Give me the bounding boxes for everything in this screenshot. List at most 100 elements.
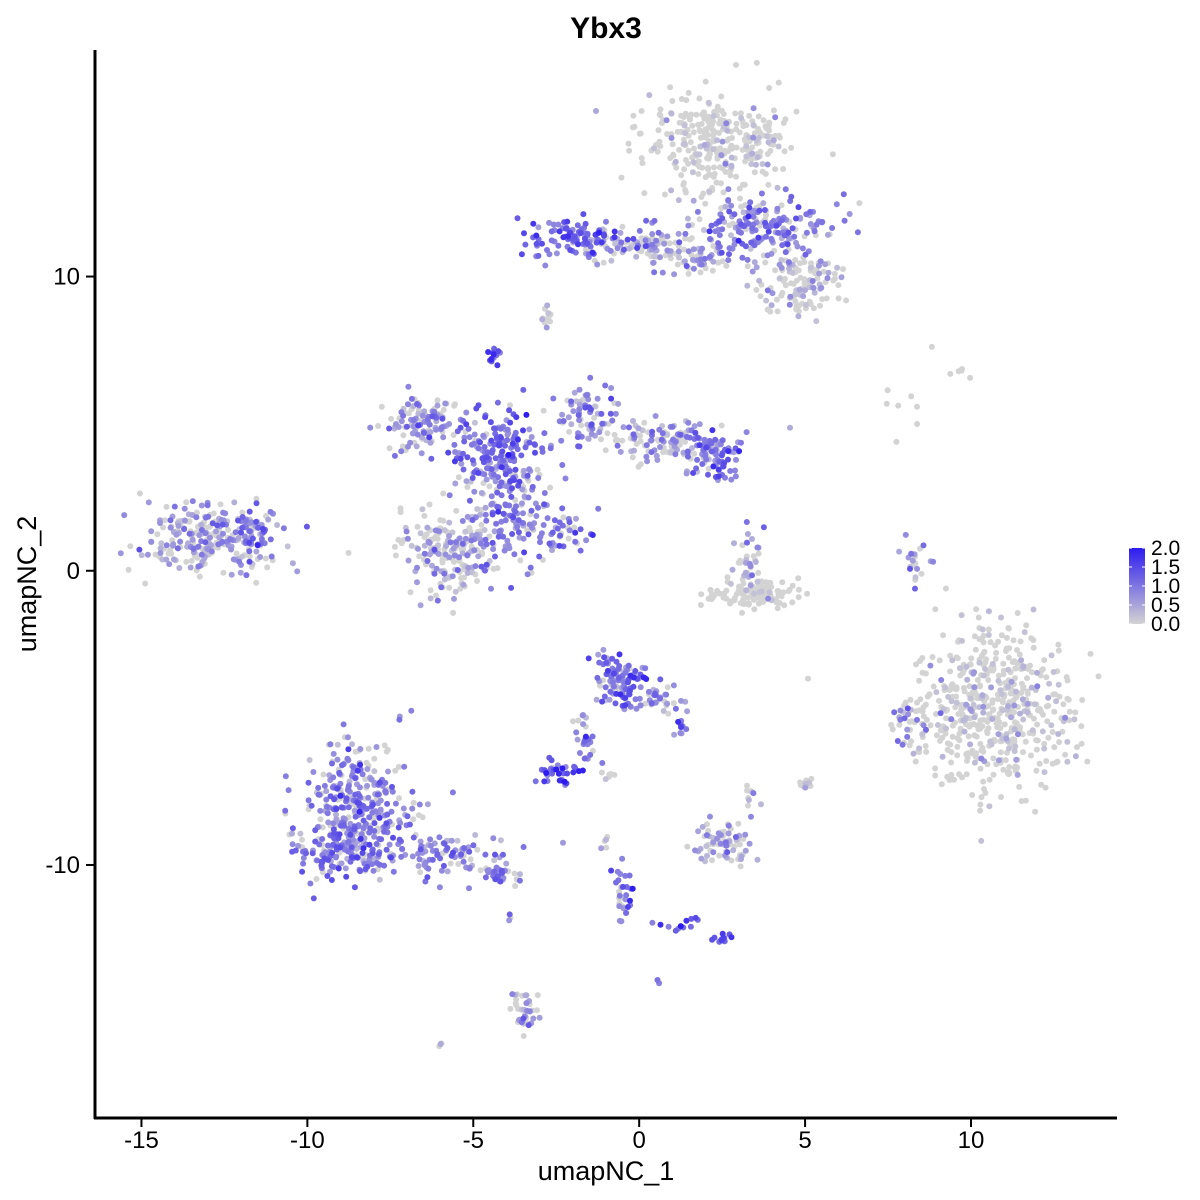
- cell-point: [922, 743, 929, 749]
- cell-point: [1034, 721, 1041, 728]
- cell-point: [195, 563, 202, 570]
- cell-point: [421, 542, 428, 549]
- cell-point: [509, 531, 516, 537]
- cell-point: [1055, 731, 1062, 737]
- cell-point: [1008, 714, 1014, 721]
- cell-point: [401, 763, 408, 770]
- cell-point: [916, 745, 923, 752]
- cell-point: [390, 834, 396, 841]
- cell-point: [347, 831, 354, 838]
- cell-point: [433, 565, 440, 572]
- cell-point: [522, 241, 529, 248]
- cell-point: [171, 503, 178, 510]
- cell-point: [543, 324, 550, 331]
- cell-point: [778, 593, 785, 600]
- cell-point: [829, 151, 836, 158]
- cell-point: [148, 538, 155, 545]
- cell-point: [731, 540, 737, 547]
- cell-point: [416, 856, 423, 863]
- cell-point: [776, 134, 783, 141]
- cell-point: [539, 316, 546, 323]
- cell-point: [618, 174, 625, 181]
- cell-point: [1011, 702, 1018, 709]
- cell-point: [158, 540, 165, 547]
- cell-point: [697, 128, 704, 135]
- cell-point: [337, 792, 344, 799]
- cell-point: [699, 245, 706, 252]
- cell-point: [927, 662, 934, 669]
- cell-point: [285, 787, 292, 794]
- cell-point: [740, 209, 747, 216]
- cell-point: [359, 850, 366, 856]
- cell-point: [608, 385, 615, 391]
- cell-point: [678, 724, 684, 731]
- cell-point: [189, 498, 196, 505]
- cell-point: [142, 580, 149, 587]
- cell-point: [1020, 716, 1027, 723]
- cell-point: [840, 266, 846, 272]
- cell-point: [696, 421, 703, 428]
- cell-point: [718, 180, 724, 187]
- cell-point: [253, 495, 260, 502]
- cell-point: [502, 502, 509, 509]
- cell-point: [631, 447, 637, 454]
- cell-point: [737, 863, 744, 870]
- cell-point: [747, 199, 754, 206]
- cell-point: [611, 228, 618, 235]
- cell-point: [758, 801, 764, 808]
- cell-point: [417, 530, 424, 537]
- cell-point: [755, 569, 762, 576]
- cell-point: [651, 253, 657, 260]
- cell-point: [745, 797, 752, 803]
- cell-point: [677, 730, 684, 736]
- cell-point: [1044, 718, 1051, 725]
- cell-point: [782, 282, 789, 289]
- cell-point: [369, 809, 376, 816]
- cell-point: [643, 217, 650, 224]
- cell-point: [1041, 769, 1048, 776]
- cell-point: [1024, 675, 1030, 682]
- cell-point: [696, 442, 703, 449]
- cell-point: [623, 909, 630, 916]
- cell-point: [599, 698, 606, 705]
- cell-point: [532, 778, 539, 785]
- cell-point: [883, 400, 890, 407]
- cell-point: [667, 449, 674, 455]
- cell-point: [728, 476, 735, 483]
- cell-point: [414, 401, 421, 407]
- cell-point: [788, 193, 795, 200]
- cell-point: [384, 800, 391, 807]
- cell-point: [173, 531, 180, 538]
- cell-point: [807, 264, 814, 271]
- cell-point: [577, 547, 584, 554]
- cell-point: [959, 774, 965, 781]
- cell-point: [707, 813, 713, 820]
- cell-point: [533, 240, 540, 247]
- cell-point: [670, 436, 676, 443]
- cell-point: [689, 169, 696, 176]
- cell-point: [547, 484, 554, 491]
- cell-point: [751, 259, 758, 266]
- cell-point: [732, 467, 738, 474]
- cell-point: [395, 824, 402, 831]
- cell-point: [514, 524, 521, 530]
- cell-point: [437, 1041, 444, 1047]
- cell-point: [391, 543, 398, 550]
- cell-point: [400, 805, 407, 812]
- cell-point: [989, 716, 996, 722]
- cell-point: [167, 524, 174, 531]
- cell-point: [786, 586, 793, 593]
- x-tick-label: -5: [463, 1127, 484, 1154]
- cell-point: [468, 441, 475, 448]
- cell-point: [218, 516, 225, 523]
- cell-point: [912, 708, 919, 715]
- cell-point: [462, 528, 469, 535]
- cell-point: [912, 758, 919, 765]
- cell-point: [393, 421, 399, 427]
- cell-point: [539, 240, 545, 247]
- cell-point: [765, 595, 772, 602]
- cell-point: [581, 755, 588, 762]
- cell-point: [500, 851, 506, 858]
- cell-point: [469, 475, 476, 481]
- cell-point: [587, 374, 594, 381]
